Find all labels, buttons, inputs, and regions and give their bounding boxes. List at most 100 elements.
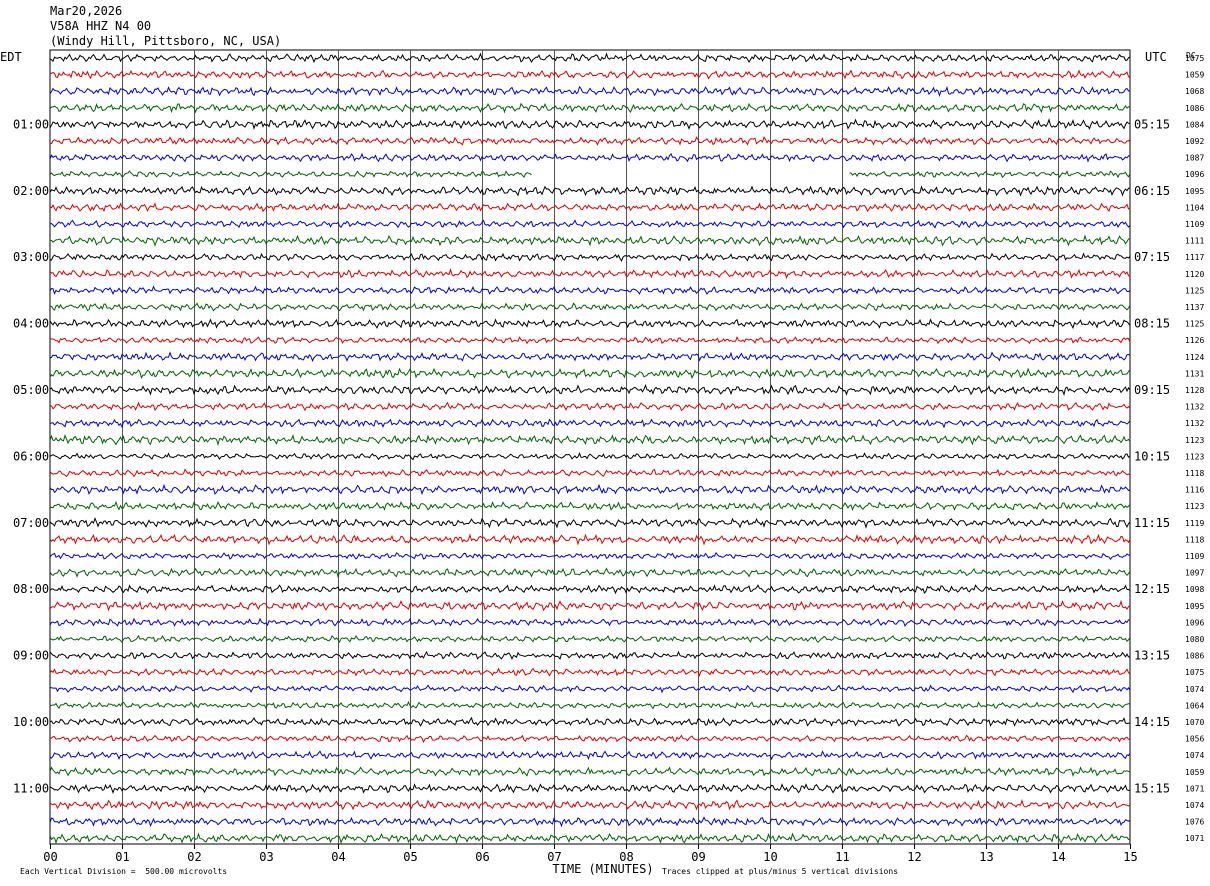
trace-line (49, 85, 1131, 97)
trace-line (49, 219, 1131, 229)
trace-line (49, 69, 1131, 80)
dc-offset-label: 1092 (1185, 137, 1204, 146)
dc-offset-label: 1097 (1185, 569, 1204, 578)
trace-line (49, 367, 1131, 380)
dc-offset-label: 1086 (1185, 104, 1204, 113)
x-tick-label: 14 (1051, 850, 1065, 864)
dc-offset-label: 1068 (1185, 87, 1204, 96)
x-tick-label: 11 (835, 850, 849, 864)
dc-offset-label: 1080 (1185, 635, 1204, 644)
edt-hour-label: 02:00 (13, 184, 49, 198)
utc-hour-label: 06:15 (1134, 184, 1170, 198)
dc-offset-label: 1119 (1185, 519, 1204, 528)
trace-line (49, 716, 1131, 727)
trace-line (49, 401, 1131, 412)
x-tick-label: 06 (475, 850, 489, 864)
dc-offset-label: 1120 (1185, 270, 1204, 279)
dc-offset-label: 1128 (1185, 386, 1204, 395)
utc-hour-label: 05:15 (1134, 117, 1170, 131)
left-timezone-label: EDT (0, 50, 22, 64)
scale-note: Each Vertical Division = 500.00 microvol… (20, 867, 228, 876)
trace-line (49, 667, 1131, 677)
right-timezone-label: UTC (1145, 50, 1167, 64)
station-label: V58A HHZ N4 00 (50, 19, 152, 33)
dc-offset-label: 1087 (1185, 154, 1204, 163)
dc-offset-label: 1116 (1185, 486, 1204, 495)
axis-labels: 00 01 02 03 04 05 06 07 08 09 10 11 12 13 14 15 TIME (MI… (0, 50, 1204, 876)
trace-line (49, 766, 1131, 777)
xaxis-title: TIME (MINUTES) (552, 862, 653, 876)
traces (49, 52, 1131, 845)
trace-line (49, 202, 1131, 213)
dc-offset-label: 1123 (1185, 452, 1204, 461)
utc-hour-label: 11:15 (1134, 516, 1170, 530)
dc-offset-label: 1074 (1185, 751, 1204, 760)
x-tick-label: 00 (43, 850, 57, 864)
dc-offset-label: 1059 (1185, 768, 1204, 777)
utc-hour-label: 08:15 (1134, 317, 1170, 331)
date-label: Mar20,2026 (50, 4, 123, 18)
utc-hour-label: 10:15 (1134, 449, 1170, 463)
trace-line (49, 832, 1131, 845)
utc-hour-label: 13:15 (1134, 649, 1170, 663)
edt-hour-label: 05:00 (13, 383, 49, 397)
location-label: (Windy Hill, Pittsboro, NC, USA) (50, 34, 282, 48)
dc-offset-label: 1125 (1185, 286, 1204, 295)
dc-offset-label: 1125 (1185, 320, 1204, 329)
edt-hour-label: 04:00 (13, 317, 49, 331)
dc-offset-label: 1124 (1185, 353, 1204, 362)
edt-hour-label: 10:00 (13, 715, 49, 729)
x-tick-label: 09 (691, 850, 705, 864)
dc-offset-label: 1095 (1185, 187, 1204, 196)
trace-line (49, 252, 1131, 262)
x-tick-label: 15 (1123, 850, 1137, 864)
trace-line (49, 136, 1131, 146)
trace-line (49, 783, 1131, 795)
trace-line (49, 102, 1131, 114)
x-tick-label: 08 (619, 850, 633, 864)
edt-hour-label: 01:00 (13, 117, 49, 131)
dc-offset-label: 1070 (1185, 718, 1204, 727)
edt-hour-label: 08:00 (13, 582, 49, 596)
dc-offset-label: 1074 (1185, 685, 1204, 694)
dc-offset-label: 1075 (1185, 54, 1204, 63)
trace-line (49, 383, 1131, 397)
x-tick-label: 03 (259, 850, 273, 864)
dc-offset-label: 1123 (1185, 436, 1204, 445)
utc-hour-label: 15:15 (1134, 781, 1170, 795)
gridlines (49, 49, 1131, 849)
dc-offset-label: 1098 (1185, 585, 1204, 594)
dc-offset-label: 1071 (1185, 834, 1204, 843)
x-tick-label: 13 (979, 850, 993, 864)
trace-line (49, 118, 1131, 130)
trace-line (49, 634, 1131, 644)
trace-line (49, 285, 1131, 296)
dc-offset-label: 1071 (1185, 784, 1204, 793)
dc-offset-label: 1118 (1185, 469, 1204, 478)
dc-offset-label: 1074 (1185, 801, 1204, 810)
trace-line (49, 451, 1131, 461)
dc-offset-label: 1118 (1185, 535, 1204, 544)
utc-hour-label: 14:15 (1134, 715, 1170, 729)
dc-offset-label: 1123 (1185, 502, 1204, 511)
clip-note: Traces clipped at plus/minus 5 vertical … (662, 867, 899, 876)
edt-hour-label: 07:00 (13, 516, 49, 530)
x-tick-label: 05 (403, 850, 417, 864)
trace-line (49, 500, 1131, 512)
dc-offset-label: 1109 (1185, 220, 1204, 229)
x-tick-label: 10 (763, 850, 777, 864)
x-tick-label: 07 (547, 850, 561, 864)
trace-line (49, 318, 1131, 330)
trace-line (49, 533, 1131, 546)
dc-offset-label: 1132 (1185, 403, 1204, 412)
edt-hour-label: 11:00 (13, 781, 49, 795)
trace-line (49, 152, 1131, 163)
x-tick-label: 01 (115, 850, 129, 864)
trace-line (49, 234, 1131, 247)
utc-hour-label: 07:15 (1134, 250, 1170, 264)
trace-line (49, 816, 1131, 828)
trace-line (49, 516, 1131, 529)
trace-line (49, 684, 1131, 694)
dc-offset-label: 1059 (1185, 71, 1204, 80)
